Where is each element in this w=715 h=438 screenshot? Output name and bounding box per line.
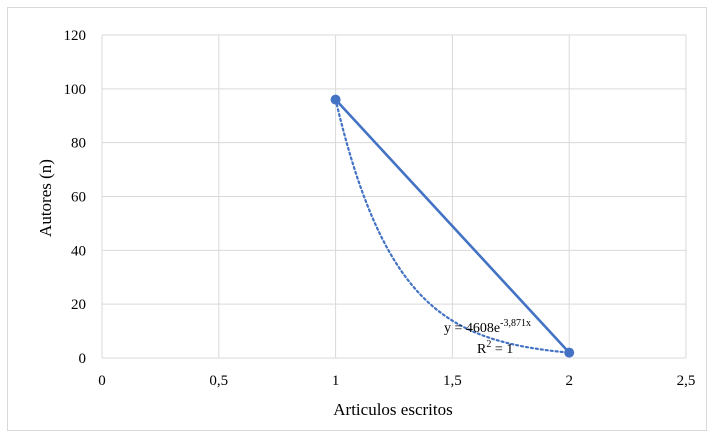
data-point bbox=[330, 94, 341, 105]
trendline-equation-exponent: -3,871x bbox=[500, 318, 531, 329]
trendline-r2-value: = 1 bbox=[491, 342, 513, 357]
x-tick-label: 2 bbox=[565, 373, 573, 389]
x-tick-label: 1,5 bbox=[443, 373, 462, 389]
x-axis-title: Articulos escritos bbox=[333, 400, 452, 419]
trendline-r2-label: R bbox=[477, 342, 487, 357]
trendline-r2-exponent: 2 bbox=[486, 339, 491, 350]
trendline-r2: R2 = 1 bbox=[477, 339, 513, 357]
data-point bbox=[564, 347, 575, 358]
trendline-equation: y = 4608e-3,871x bbox=[444, 318, 531, 336]
trendline-exponential bbox=[334, 98, 571, 354]
x-tick-label: 0,5 bbox=[209, 373, 228, 389]
y-tick-labels: 0 20 40 60 80 100 120 bbox=[64, 28, 87, 367]
y-tick-label: 80 bbox=[71, 136, 86, 152]
trendline-equation-base: y = 4608e bbox=[444, 321, 500, 336]
y-axis-title: Autores (n) bbox=[36, 159, 55, 237]
y-tick-label: 60 bbox=[71, 190, 86, 206]
grid-lines bbox=[101, 34, 687, 359]
x-tick-label: 0 bbox=[98, 373, 106, 389]
y-tick-label: 40 bbox=[71, 243, 86, 259]
chart-frame bbox=[7, 7, 707, 431]
y-tick-label: 0 bbox=[79, 351, 87, 367]
y-tick-label: 20 bbox=[71, 297, 86, 313]
series-layer bbox=[330, 94, 575, 358]
series-line bbox=[334, 98, 571, 354]
y-tick-label: 100 bbox=[64, 82, 87, 98]
x-tick-label: 2,5 bbox=[677, 373, 696, 389]
x-tick-labels: 0 0,5 1 1,5 2 2,5 bbox=[98, 373, 695, 389]
y-tick-label: 120 bbox=[64, 28, 87, 44]
x-tick-label: 1 bbox=[332, 373, 340, 389]
